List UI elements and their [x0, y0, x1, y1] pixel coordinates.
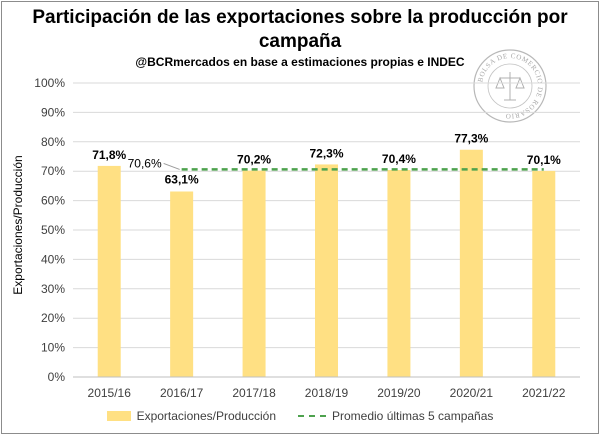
chart-title: Participación de las exportaciones sobre…: [32, 7, 568, 52]
bar-data-label: 70,4%: [382, 152, 416, 166]
bar-data-label: 63,1%: [165, 172, 199, 186]
y-tick-label: 70%: [41, 164, 65, 178]
bar-data-label: 70,1%: [527, 153, 561, 167]
bar: [170, 191, 194, 377]
bar: [315, 164, 338, 377]
bar: [532, 170, 556, 377]
legend-item-average: Promedio últimas 5 campañas: [298, 409, 493, 423]
bcr-seal-logo: BOLSA DE COMERCIO DE ROSARIO: [473, 49, 547, 123]
y-tick-label: 60%: [41, 194, 65, 208]
x-tick-label: 2019/20: [377, 386, 421, 400]
legend-bar-label: Exportaciones/Producción: [136, 409, 276, 423]
bar: [97, 165, 121, 377]
y-tick-label: 30%: [41, 282, 65, 296]
x-tick-label: 2021/22: [522, 386, 566, 400]
y-tick-label: 90%: [41, 105, 65, 119]
x-tick-label: 2017/18: [232, 386, 276, 400]
legend: Exportaciones/Producción Promedio última…: [0, 409, 600, 423]
y-tick-label: 50%: [41, 223, 65, 237]
y-tick-label: 20%: [41, 311, 65, 325]
y-tick-label: 80%: [41, 135, 65, 149]
y-tick-label: 100%: [34, 76, 65, 90]
bar: [242, 170, 266, 377]
x-tick-label: 2018/19: [305, 386, 349, 400]
x-tick-label: 2016/17: [160, 386, 204, 400]
bar: [387, 170, 411, 377]
bar-data-label: 71,8%: [92, 148, 126, 162]
average-data-label: 70,6%: [128, 156, 162, 170]
bar-data-label: 72,3%: [309, 146, 343, 160]
chart-subtitle: @BCRmercados en base a estimaciones prop…: [135, 55, 465, 69]
bar-data-label: 70,2%: [237, 153, 271, 167]
bar-data-label: 77,3%: [454, 132, 488, 146]
legend-line-label: Promedio últimas 5 campañas: [332, 409, 494, 423]
y-tick-label: 40%: [41, 252, 65, 266]
legend-bar-swatch: [106, 411, 131, 421]
x-tick-label: 2020/21: [450, 386, 494, 400]
legend-line-swatch: [298, 415, 326, 417]
y-tick-label: 0%: [48, 370, 66, 384]
x-tick-label: 2015/16: [88, 386, 132, 400]
legend-item-bars: Exportaciones/Producción: [106, 409, 276, 423]
y-tick-label: 10%: [41, 341, 65, 355]
bar: [459, 149, 483, 377]
average-label-leader: [163, 162, 180, 170]
